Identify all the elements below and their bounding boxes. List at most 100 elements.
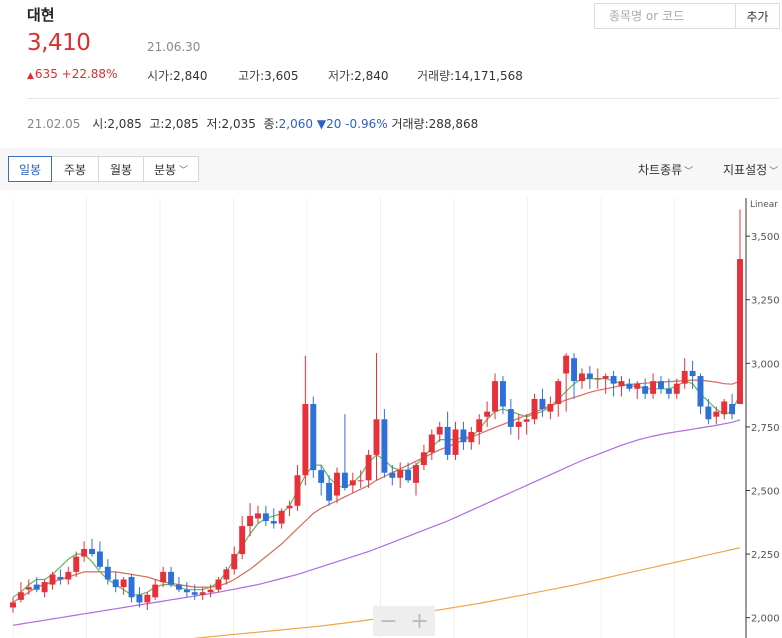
candle-body	[96, 551, 103, 567]
high-stat: 고가:3,605	[238, 69, 299, 83]
candle-body	[420, 452, 427, 466]
y-tick-label: 3,500	[751, 232, 780, 243]
candle-body	[349, 480, 356, 486]
scale-label: Linear	[750, 200, 778, 210]
chevron-down-icon: ﹀	[684, 167, 694, 177]
candle	[381, 409, 388, 478]
down-triangle-icon: ▼	[316, 117, 327, 131]
detail-change: 20	[326, 117, 342, 131]
candle	[136, 587, 143, 608]
candle	[397, 462, 404, 488]
candle-body	[737, 259, 743, 405]
candle	[602, 373, 609, 394]
candle	[239, 515, 246, 560]
open-label: 시가	[147, 69, 170, 83]
candle	[578, 368, 585, 389]
zoom-in-icon[interactable]: +	[410, 608, 429, 634]
candle	[594, 368, 601, 389]
candle-body	[665, 388, 672, 394]
candle	[436, 421, 443, 443]
candle-body	[160, 571, 167, 583]
candle	[199, 587, 206, 600]
candle	[618, 376, 625, 397]
candle-body	[262, 513, 269, 522]
candle	[175, 576, 182, 593]
indicator-menu[interactable]: 지표설정 ﹀	[723, 161, 778, 178]
candle-body	[634, 383, 641, 389]
candle	[507, 398, 514, 435]
y-tick-label: 3,000	[751, 359, 780, 370]
candle	[689, 360, 696, 389]
stock-name: 대현	[27, 6, 55, 24]
candle-body	[602, 376, 609, 379]
quote-date: 21.06.30	[147, 40, 201, 54]
volume-label: 거래량	[417, 69, 451, 83]
candle-body	[381, 419, 388, 473]
y-tick-label: 2,250	[751, 550, 780, 561]
candle	[373, 353, 380, 481]
candle	[499, 376, 506, 415]
candle	[215, 576, 222, 593]
tab-monthly[interactable]: 월봉	[98, 156, 144, 182]
search-input[interactable]	[595, 4, 735, 28]
candle-body	[436, 426, 443, 435]
candle	[484, 401, 491, 427]
candle	[41, 579, 48, 598]
candle-body	[215, 579, 222, 590]
chart-type-label: 차트종류	[638, 163, 683, 177]
candle-body	[247, 515, 254, 527]
candle-body	[286, 505, 293, 509]
detail-close: 2,060	[278, 117, 313, 131]
candle	[160, 566, 167, 588]
candle	[341, 414, 348, 491]
candle	[25, 579, 32, 595]
candle-body	[650, 381, 657, 394]
add-button[interactable]: 추가	[736, 3, 780, 29]
zoom-out-icon[interactable]: −	[379, 608, 398, 634]
candle	[523, 414, 530, 435]
candle	[302, 355, 309, 486]
y-tick-label: 3,250	[751, 296, 780, 307]
candle	[476, 414, 483, 445]
candle	[665, 378, 672, 399]
candle	[278, 508, 285, 529]
candle-body	[499, 381, 506, 407]
candle	[286, 500, 293, 516]
current-price: 3,410	[27, 30, 91, 56]
volume-value: 14,171,568	[454, 69, 523, 83]
candle-body	[594, 378, 601, 380]
price-chart[interactable]: Linear 3,500 3,250 3,000 2,750 2,500 2,250 2,0…	[0, 198, 782, 638]
candle	[33, 576, 40, 593]
search-box	[594, 3, 736, 29]
detail-close-label: 종	[263, 117, 275, 131]
detail-open-label: 시	[92, 117, 104, 131]
candle	[365, 449, 372, 488]
tab-weekly[interactable]: 주봉	[51, 156, 99, 182]
candle	[420, 444, 427, 471]
y-axis-ticks: 3,500 3,250 3,000 2,750 2,500 2,250 2,000	[746, 232, 780, 625]
candle-body	[444, 426, 451, 455]
candle	[444, 411, 451, 460]
candle-body	[144, 594, 151, 603]
chart-type-menu[interactable]: 차트종류 ﹀	[638, 161, 693, 178]
candle-body	[120, 579, 127, 588]
tab-daily[interactable]: 일봉	[8, 156, 52, 182]
detail-open: 2,085	[107, 117, 142, 131]
candle	[152, 579, 159, 600]
candle-body	[705, 406, 712, 420]
candle	[96, 541, 103, 570]
candle	[729, 393, 736, 420]
candle	[89, 538, 95, 557]
open-stat: 시가:2,840	[147, 69, 208, 83]
low-value: 2,840	[354, 69, 389, 83]
tab-minute[interactable]: 분봉 ﹀	[143, 156, 199, 182]
candle-body	[563, 355, 570, 374]
candle-body	[365, 454, 372, 481]
candle-body	[610, 376, 617, 384]
y-tick-label: 2,500	[751, 486, 780, 497]
detail-change-percent: -0.96%	[345, 117, 388, 131]
candle-body	[515, 421, 522, 427]
candle	[460, 421, 467, 450]
candle	[539, 388, 546, 417]
detail-high: 2,085	[164, 117, 199, 131]
